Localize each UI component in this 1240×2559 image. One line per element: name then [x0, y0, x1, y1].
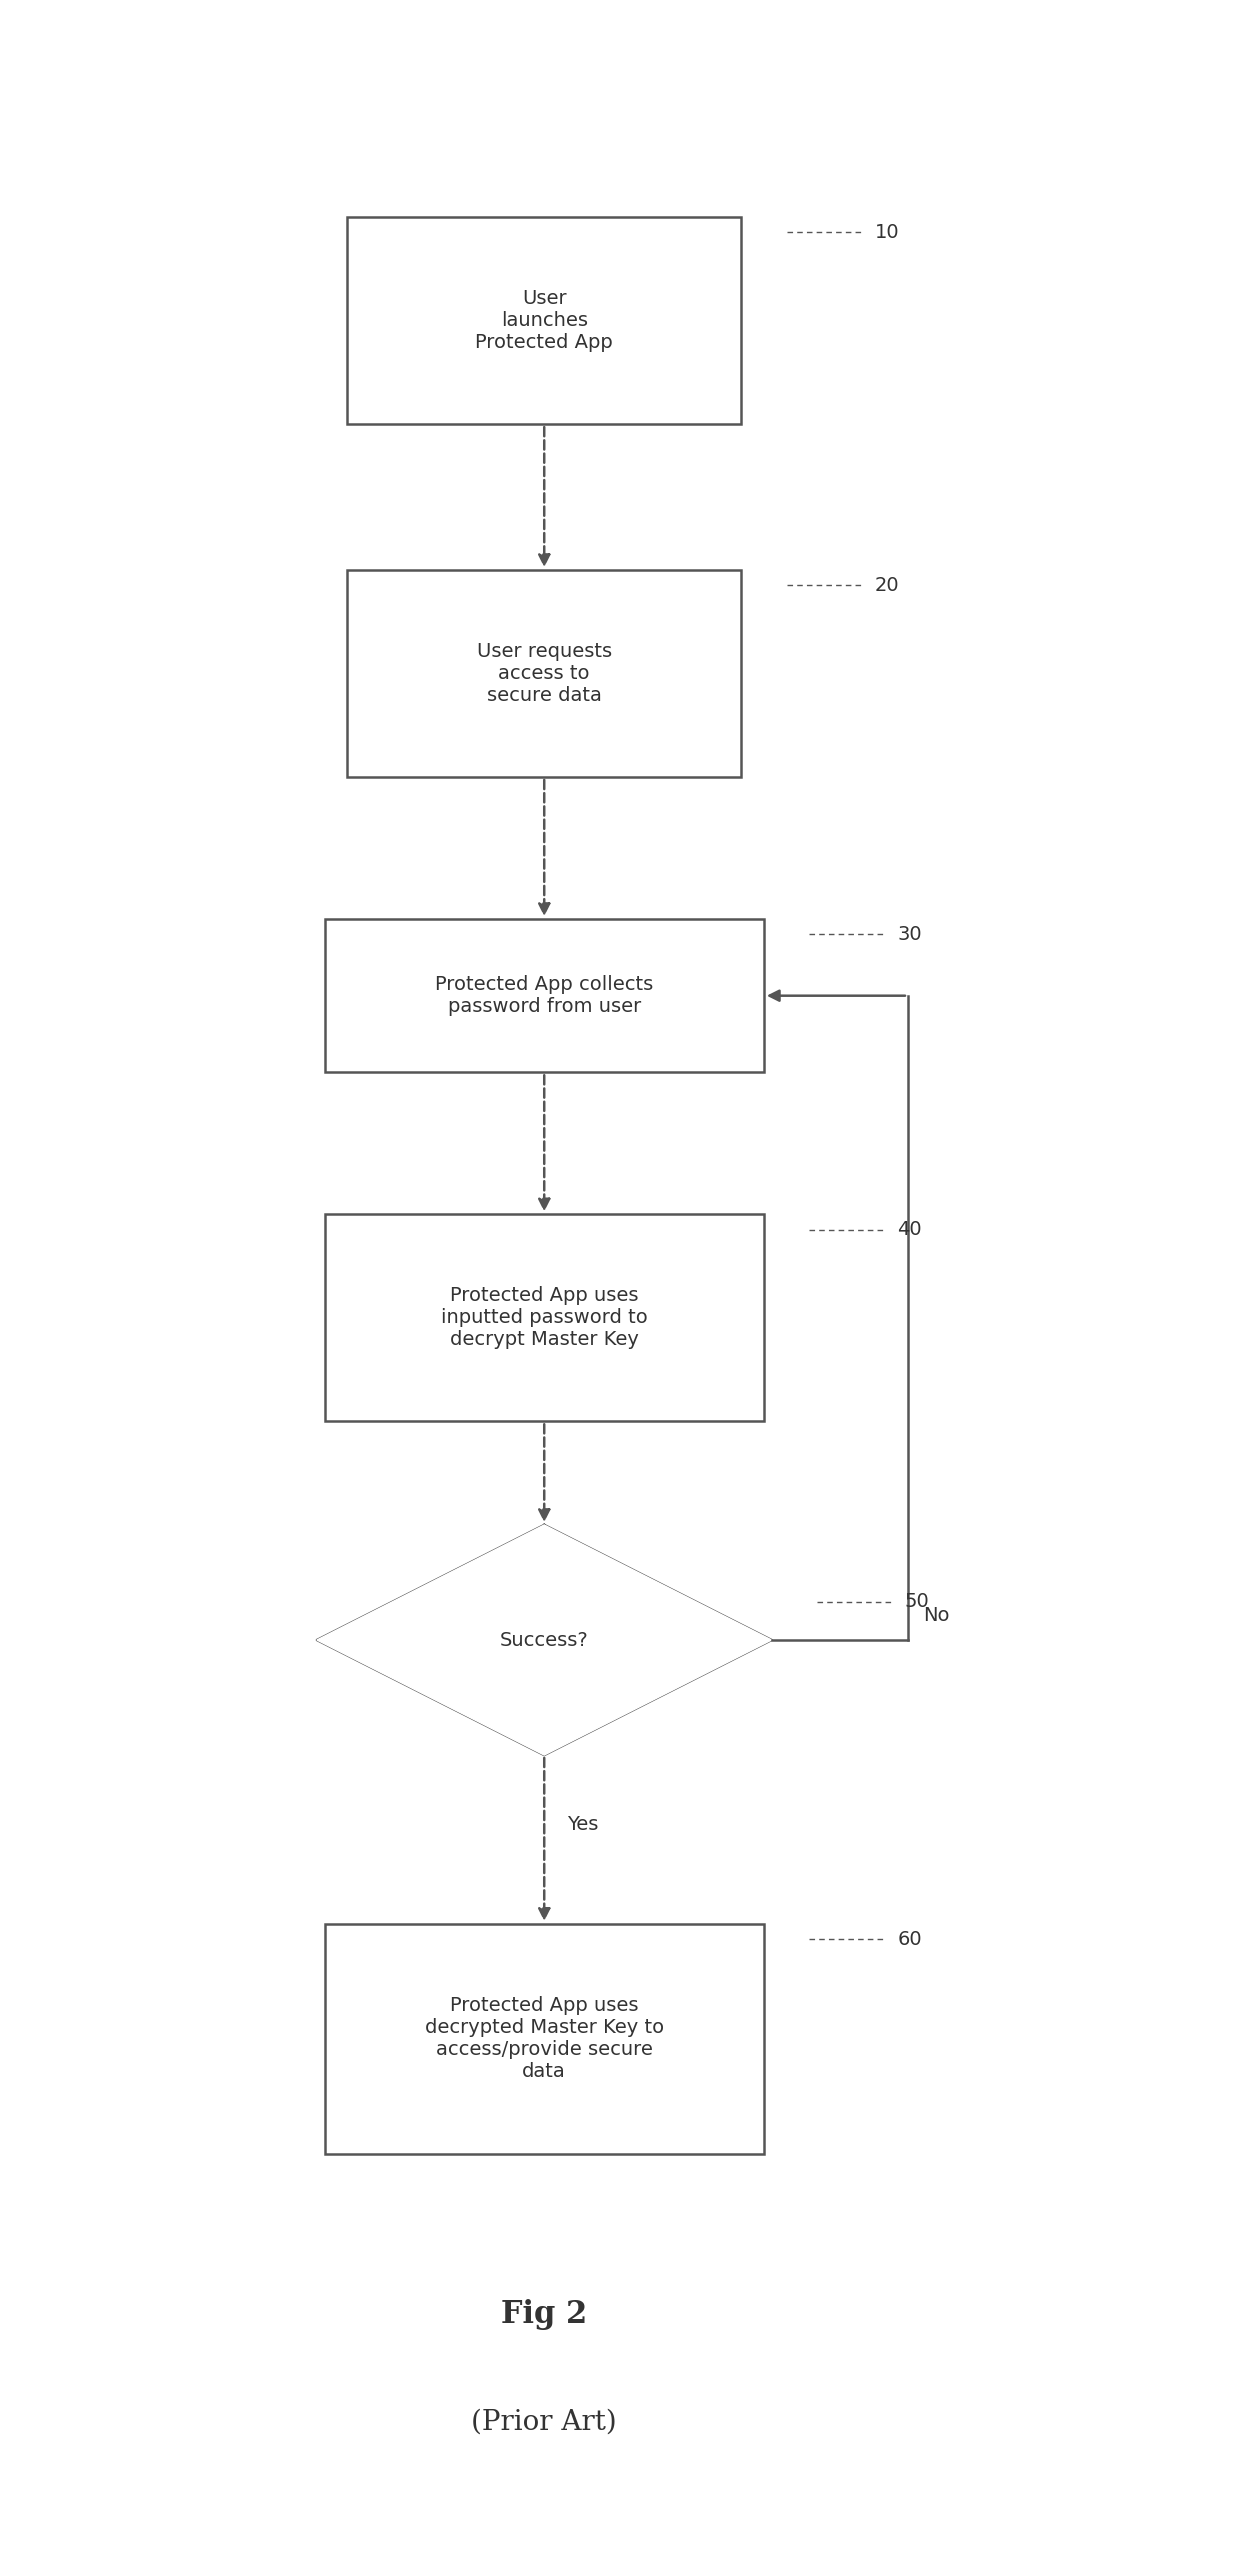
Text: (Prior Art): (Prior Art) [471, 2408, 618, 2436]
Text: 60: 60 [898, 1929, 921, 1947]
Polygon shape [317, 1525, 771, 1755]
Text: 20: 20 [874, 576, 899, 594]
FancyBboxPatch shape [325, 1924, 764, 2155]
Text: User
launches
Protected App: User launches Protected App [475, 289, 613, 353]
Text: 50: 50 [905, 1592, 930, 1612]
FancyBboxPatch shape [347, 571, 742, 778]
Text: Fig 2: Fig 2 [501, 2301, 588, 2331]
Text: Protected App collects
password from user: Protected App collects password from use… [435, 975, 653, 1016]
Text: 40: 40 [898, 1221, 921, 1239]
Text: Success?: Success? [500, 1630, 589, 1651]
Text: User requests
access to
secure data: User requests access to secure data [476, 642, 611, 706]
Text: Yes: Yes [567, 1814, 599, 1835]
FancyBboxPatch shape [347, 218, 742, 425]
Text: Protected App uses
decrypted Master Key to
access/provide secure
data: Protected App uses decrypted Master Key … [424, 1996, 663, 2080]
Text: 10: 10 [874, 223, 899, 243]
FancyBboxPatch shape [325, 919, 764, 1072]
Text: No: No [923, 1604, 950, 1625]
Text: Protected App uses
inputted password to
decrypt Master Key: Protected App uses inputted password to … [441, 1287, 647, 1349]
Text: 30: 30 [898, 924, 921, 944]
FancyBboxPatch shape [325, 1216, 764, 1420]
